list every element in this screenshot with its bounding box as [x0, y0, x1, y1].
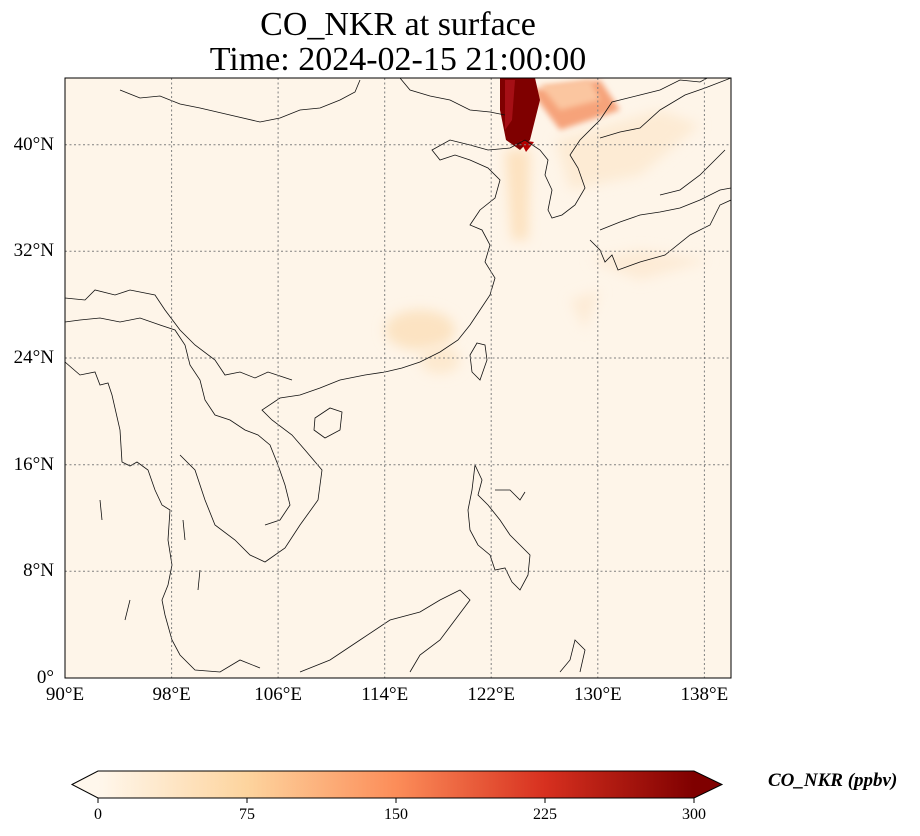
lat-tick-label: 24°N	[13, 347, 54, 368]
lon-tick-label: 122°E	[467, 684, 516, 705]
map-title: CO_NKR at surface	[260, 6, 536, 43]
colorbar-tick-label: 75	[239, 806, 255, 823]
lon-tick-label: 98°E	[152, 684, 191, 705]
lon-tick-label: 90°E	[45, 684, 85, 705]
lat-tick-label: 40°N	[13, 134, 54, 155]
colorbar-tick-label: 225	[533, 806, 557, 823]
gridlines	[65, 78, 731, 678]
lon-tick-label: 138°E	[680, 684, 729, 705]
lat-tick-label: 8°N	[23, 560, 54, 581]
lat-tick-label: 32°N	[13, 240, 54, 261]
colorbar-tick-label: 300	[682, 806, 706, 823]
colorbar-tick-label: 150	[384, 806, 408, 823]
colorbar-extend-max	[694, 771, 722, 798]
map-frame	[64, 77, 732, 679]
lat-tick-label: 16°N	[13, 454, 54, 475]
coastlines-and-borders	[65, 78, 731, 673]
map-time-subtitle: Time: 2024-02-15 21:00:00	[209, 41, 587, 78]
colorbar-gradient	[98, 771, 694, 798]
colorbar	[70, 770, 724, 803]
co-concentration-field	[385, 78, 710, 374]
colorbar-extend-min	[72, 771, 98, 798]
lon-tick-label: 130°E	[573, 684, 622, 705]
lon-tick-label: 106°E	[254, 684, 302, 705]
colorbar-tick-label: 0	[94, 806, 102, 823]
lon-tick-label: 114°E	[361, 684, 409, 705]
lat-tick-label: 0°	[36, 667, 54, 688]
colorbar-title: CO_NKR (ppbv)	[768, 770, 898, 791]
